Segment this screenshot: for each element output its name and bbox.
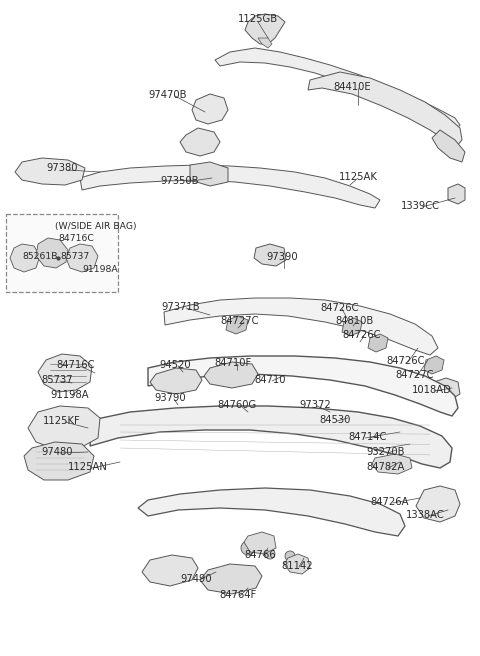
Text: 84716C: 84716C [58,234,94,243]
Polygon shape [368,334,388,352]
Polygon shape [424,356,444,374]
Polygon shape [80,165,380,208]
Text: 84727C: 84727C [396,370,434,380]
Polygon shape [38,354,92,392]
Polygon shape [15,158,85,185]
Polygon shape [90,406,452,468]
Polygon shape [244,532,276,554]
Text: 85737: 85737 [41,375,73,385]
Polygon shape [254,244,286,266]
Text: 84710F: 84710F [215,358,252,368]
Text: 1125AK: 1125AK [338,172,377,182]
Text: 97372: 97372 [299,400,331,410]
Polygon shape [372,454,412,474]
Text: 1125GB: 1125GB [238,14,278,24]
Text: 84766: 84766 [244,550,276,560]
Polygon shape [430,378,460,400]
Circle shape [285,551,295,561]
Polygon shape [200,564,262,594]
Polygon shape [308,72,462,148]
Polygon shape [448,184,465,204]
Text: 1339CC: 1339CC [400,201,440,211]
Polygon shape [142,555,198,586]
Polygon shape [150,368,202,394]
Text: 85261B: 85261B [22,252,58,261]
Text: 97350B: 97350B [161,176,199,186]
Text: 84726C: 84726C [321,303,359,313]
Polygon shape [192,94,228,124]
Text: (W/SIDE AIR BAG): (W/SIDE AIR BAG) [55,222,136,231]
Polygon shape [66,244,98,272]
Polygon shape [342,318,362,336]
Polygon shape [164,298,438,355]
Bar [6,214,118,292]
Polygon shape [28,406,100,450]
Polygon shape [416,486,460,522]
Polygon shape [24,442,94,480]
Polygon shape [180,128,220,156]
Text: 84714C: 84714C [349,432,387,442]
Text: 84716C: 84716C [57,360,95,370]
Text: 91198A: 91198A [51,390,89,400]
Text: 97390: 97390 [266,252,298,262]
Polygon shape [215,48,460,130]
Polygon shape [148,356,458,416]
Polygon shape [36,238,68,268]
Text: 1125AN: 1125AN [68,462,108,472]
Circle shape [241,541,255,555]
Text: 1338AC: 1338AC [406,510,444,520]
Text: 84726C: 84726C [343,330,381,340]
Polygon shape [226,316,248,334]
Text: 97480: 97480 [41,447,73,457]
Text: 1125KF: 1125KF [43,416,81,426]
Text: 84726C: 84726C [387,356,425,366]
Text: 81142: 81142 [281,561,313,571]
Text: 97371B: 97371B [162,302,200,312]
Text: 84760G: 84760G [217,400,257,410]
Text: 97380: 97380 [46,163,78,173]
Polygon shape [432,130,465,162]
Text: 84782A: 84782A [367,462,405,472]
Polygon shape [190,162,228,186]
Text: 97490: 97490 [180,574,212,584]
Polygon shape [245,14,285,44]
Text: 93270B: 93270B [367,447,405,457]
Polygon shape [284,554,310,574]
Text: 84410E: 84410E [333,82,371,92]
Text: 97470B: 97470B [149,90,187,100]
Polygon shape [138,488,405,536]
Text: 84710: 84710 [254,375,286,385]
Text: 91198A: 91198A [82,265,118,274]
Text: 85737: 85737 [60,252,89,261]
Text: 84530: 84530 [319,415,351,425]
Text: 94520: 94520 [159,360,191,370]
Text: 84727C: 84727C [221,316,259,326]
Polygon shape [10,244,40,272]
Polygon shape [258,38,272,48]
Text: 84726A: 84726A [371,497,409,507]
Text: 84810B: 84810B [335,316,373,326]
Polygon shape [204,362,258,388]
Text: 84764F: 84764F [219,590,257,600]
Text: 93790: 93790 [154,393,186,403]
Circle shape [265,549,275,559]
Text: 1018AD: 1018AD [412,385,452,395]
